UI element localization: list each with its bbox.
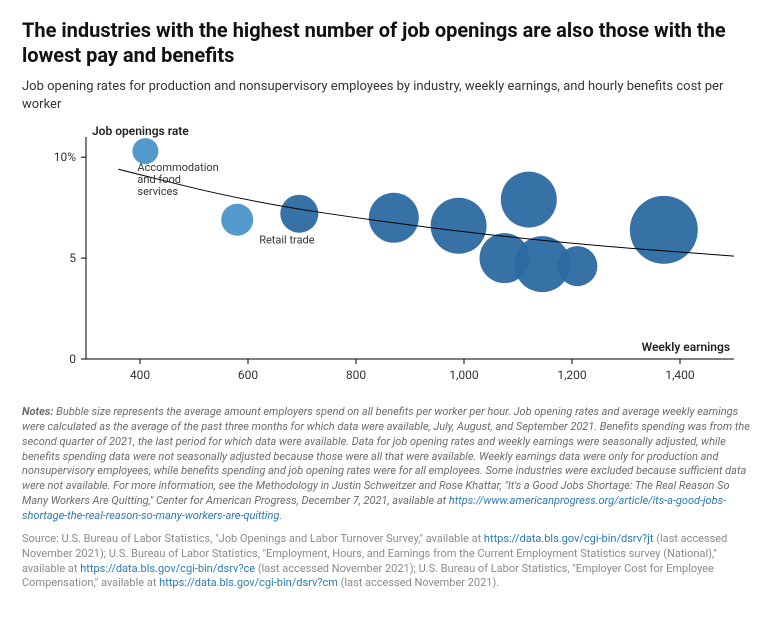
chart-title: The industries with the highest number o… [22,18,752,68]
svg-text:5: 5 [69,251,76,265]
svg-text:800: 800 [346,368,366,382]
bubble [431,198,487,254]
chart-notes: Notes: Bubble size represents the averag… [22,405,752,524]
bubble [221,204,253,236]
svg-text:1,200: 1,200 [557,368,587,382]
svg-text:Weekly earnings: Weekly earnings [642,340,730,354]
bubble-label: Retail trade [259,234,315,247]
chart-subtitle: Job opening rates for production and non… [22,78,752,113]
notes-body: Bubble size represents the average amoun… [22,405,750,507]
svg-text:1,000: 1,000 [449,368,479,382]
svg-text:600: 600 [238,368,258,382]
bubble [630,196,698,264]
source-link[interactable]: https://data.bls.gov/cgi-bin/dsrv?jt [484,532,654,545]
svg-text:Job openings rate: Job openings rate [92,124,189,138]
svg-text:400: 400 [130,368,150,382]
chart-source: Source: U.S. Bureau of Labor Statistics,… [22,532,752,591]
bubble [480,233,530,283]
source-link[interactable]: https://data.bls.gov/cgi-bin/dsrv?cm [159,576,338,589]
svg-text:1,400: 1,400 [665,368,695,382]
bubble-label: services [137,185,178,198]
notes-label: Notes: [22,405,53,418]
bubble [501,172,557,228]
bubble-chart: 0 5 10% 400 600 800 1,000 1,200 1,400 Job opening… [22,119,752,399]
bubble [280,195,318,233]
bubble [369,193,419,243]
notes-tail: . [279,509,282,522]
chart-container: 0 5 10% 400 600 800 1,000 1,200 1,400 Job opening… [22,119,752,399]
svg-text:0: 0 [69,352,76,366]
svg-text:10%: 10% [54,150,76,164]
bubble [557,246,597,286]
source-link[interactable]: https://data.bls.gov/cgi-bin/dsrv?ce [80,562,255,575]
